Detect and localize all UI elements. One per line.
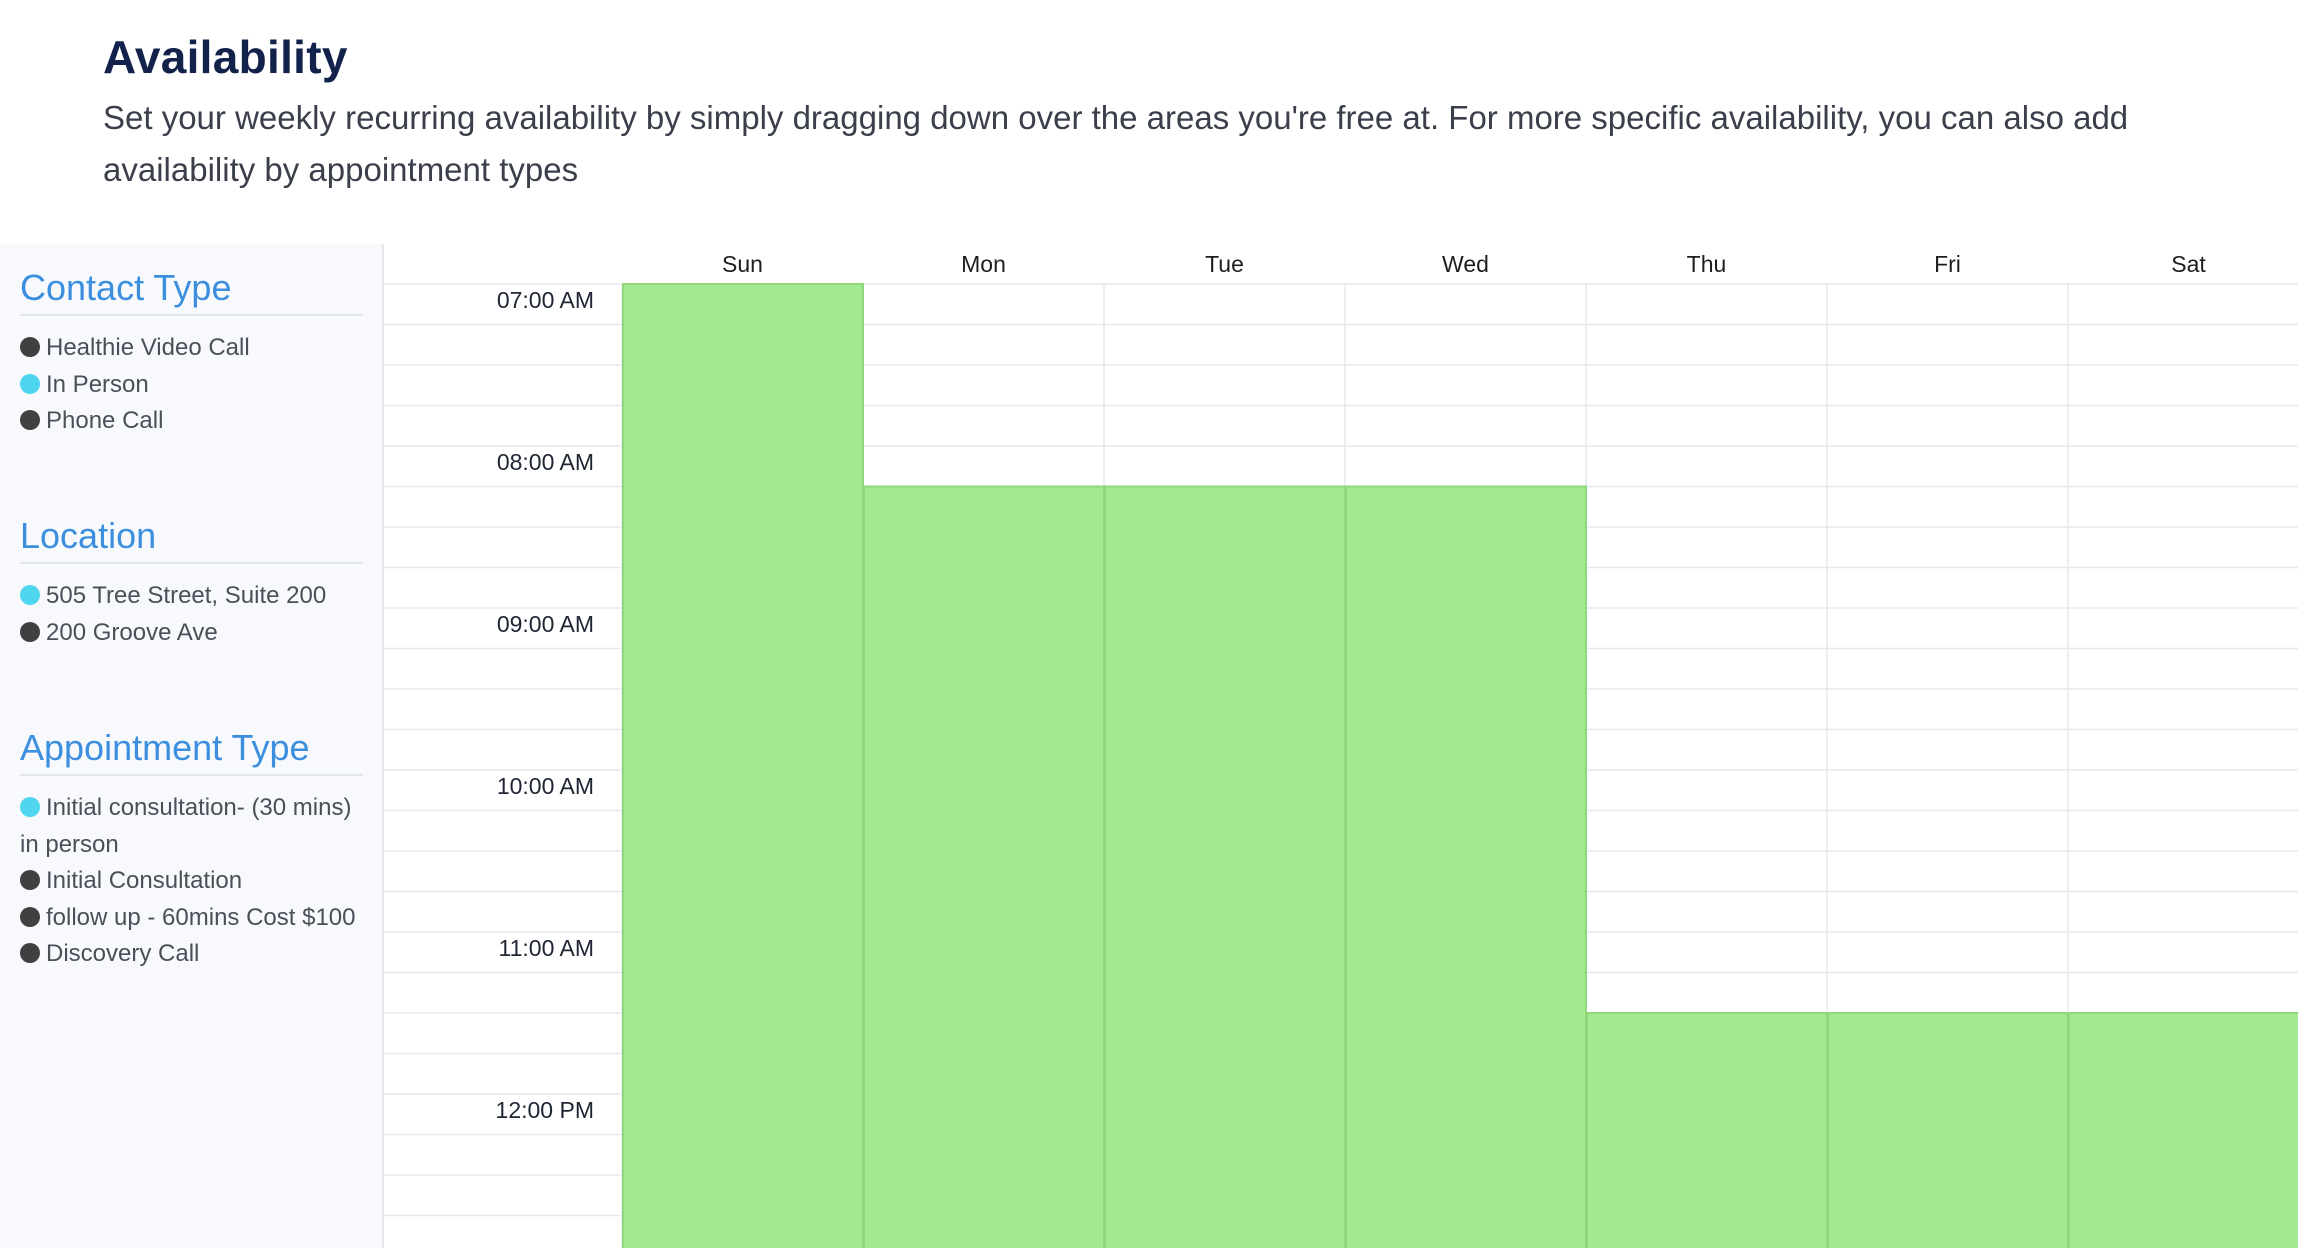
day-header-fri: Fri <box>1934 251 1961 277</box>
availability-block-sun[interactable] <box>622 283 864 1248</box>
legend-item-label: 505 Tree Street, Suite 200 <box>46 582 327 609</box>
location-list: 505 Tree Street, Suite 200 200 Groove Ave <box>20 564 363 651</box>
day-header-thu: Thu <box>1686 251 1727 277</box>
contact-type-title: Contact Type <box>20 260 363 316</box>
page-description: Set your weekly recurring availability b… <box>103 99 2129 188</box>
legend-item-label: Phone Call <box>46 407 164 434</box>
legend-sidebar: Contact Type Healthie Video Call In Perso… <box>0 244 382 1248</box>
legend-item-label: In Person <box>46 370 149 398</box>
legend-item: Initial Consultation <box>20 863 363 900</box>
location-section: Location 505 Tree Street, Suite 200 200 G… <box>20 508 363 651</box>
legend-item: In Person <box>20 367 363 404</box>
legend-item: 200 Groove Ave <box>20 615 363 652</box>
day-header-mon: Mon <box>961 251 1006 277</box>
legend-dot-icon <box>20 337 40 357</box>
legend-item-label: Initial consultation- (30 mins) in perso… <box>20 794 352 858</box>
legend-dot-icon <box>20 373 40 394</box>
legend-item: Initial consultation- (30 mins) in perso… <box>20 790 363 863</box>
availability-block-wed[interactable] <box>1345 485 1587 1248</box>
availability-block-sat[interactable] <box>2068 1012 2298 1248</box>
legend-dot-icon <box>20 585 40 605</box>
time-label: 07:00 AM <box>496 287 594 313</box>
availability-block-mon[interactable] <box>863 485 1105 1248</box>
availability-block-fri[interactable] <box>1827 1012 2069 1248</box>
day-header-sat: Sat <box>2171 251 2206 277</box>
day-header-sun: Sun <box>722 251 763 277</box>
page-title: Availability <box>103 31 348 83</box>
legend-item: Discovery Call <box>20 936 363 973</box>
time-label: 11:00 AM <box>498 935 594 961</box>
legend-item: follow up - 60mins Cost $100 <box>20 900 363 937</box>
contact-type-list: Healthie Video Call In Person Phone Call <box>20 316 363 440</box>
legend-item-label: follow up - 60mins Cost $100 <box>46 903 356 931</box>
legend-item: 505 Tree Street, Suite 200 <box>20 578 363 615</box>
legend-dot-icon <box>20 621 40 642</box>
weekly-availability-calendar[interactable]: Sun Mon Tue Wed Thu Fri Sat 07:00 AM 08:00 AM 09:… <box>382 244 2298 1248</box>
contact-type-section: Contact Type Healthie Video Call In Perso… <box>20 260 363 440</box>
legend-dot-icon <box>20 906 40 927</box>
legend-item-label: Discovery Call <box>46 940 200 967</box>
legend-item: Phone Call <box>20 403 363 440</box>
availability-block-thu[interactable] <box>1586 1012 1828 1248</box>
legend-dot-icon <box>20 410 40 430</box>
calendar-grid[interactable] <box>382 244 2298 1248</box>
appointment-type-list: Initial consultation- (30 mins) in perso… <box>20 776 363 973</box>
legend-item-label: Healthie Video Call <box>46 334 250 361</box>
time-label: 12:00 PM <box>495 1097 594 1123</box>
legend-dot-icon <box>20 797 40 817</box>
time-label: 09:00 AM <box>496 611 594 637</box>
legend-item: Healthie Video Call <box>20 330 363 367</box>
legend-dot-icon <box>20 943 40 963</box>
day-header-tue: Tue <box>1205 251 1244 277</box>
legend-item-label: 200 Groove Ave <box>46 618 218 646</box>
time-label: 10:00 AM <box>496 773 594 799</box>
day-header-wed: Wed <box>1442 251 1489 277</box>
appointment-type-title: Appointment Type <box>20 720 363 776</box>
location-title: Location <box>20 508 363 564</box>
availability-block-tue[interactable] <box>1104 485 1346 1248</box>
legend-dot-icon <box>20 870 40 890</box>
legend-item-label: Initial Consultation <box>46 867 243 894</box>
time-label: 08:00 AM <box>496 449 594 475</box>
appointment-type-section: Appointment Type Initial consultation- (… <box>20 720 363 973</box>
